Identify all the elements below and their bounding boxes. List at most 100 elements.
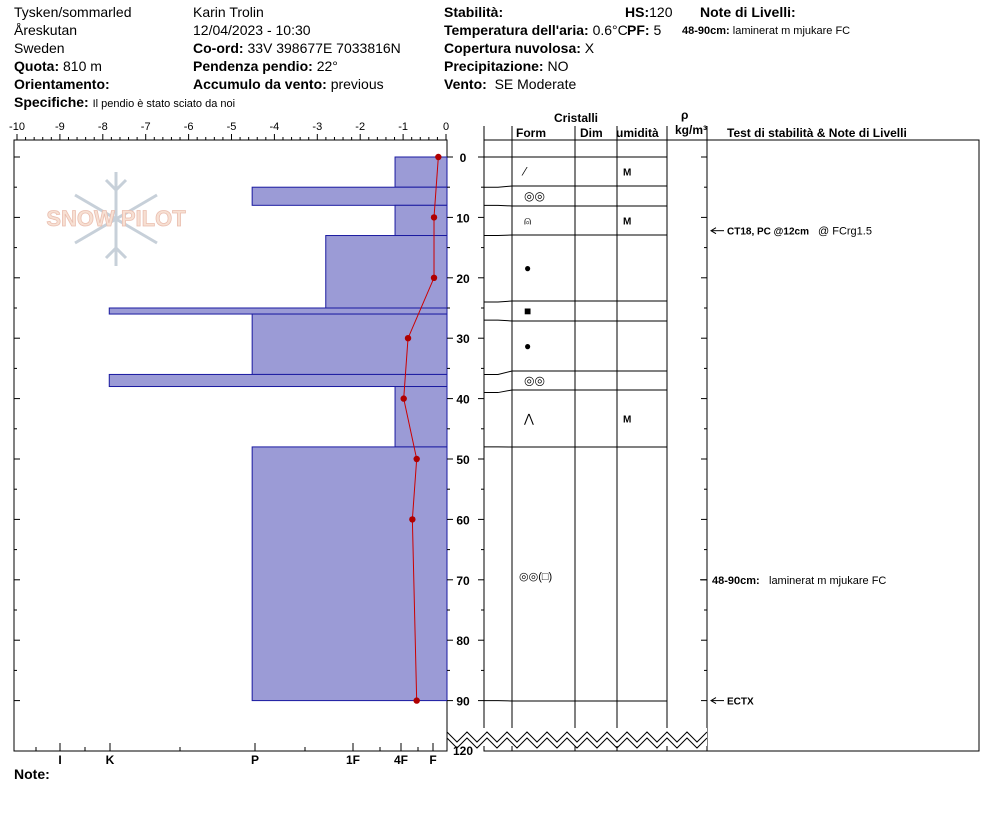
tests-header: Test di stabilità & Note di Livelli [727,126,907,140]
sky-label: Copertura nuvolosa: [444,40,581,56]
hardness-bar [108,307,448,315]
axis-break-mask [448,728,707,746]
sky-cover: Copertura nuvolosa: X [444,40,594,56]
grain-form-symbol: ⋀ [523,412,534,426]
wind: Vento: SE Moderate [444,76,576,92]
coord-label: Co-ord: [193,40,244,56]
grain-form-symbol: ■ [524,304,531,318]
pf-value: 5 [653,22,662,38]
aspect-label: Orientamento: [14,76,110,92]
wind-value: SE Moderate [494,76,577,92]
hardness-tick-label: K [106,753,115,767]
wind-loading: Accumulo da vento: previous [193,76,384,92]
test-arrow-head [710,697,717,705]
grain-form-symbol: ◎◎ [524,189,545,203]
test-arrow-head [710,227,717,235]
depth-tick-label: 40 [456,393,470,407]
layer-connector [484,389,513,394]
axis-break-zigzag [446,731,708,743]
hs: HS:120 [625,4,672,20]
wind-loading-label: Accumulo da vento: [193,76,327,92]
temp-tick-label: -4 [270,121,280,133]
size-header: Dim [580,126,603,140]
location-name: Tysken/sommarled [14,4,132,20]
temp-tick-label: 0 [443,121,449,133]
coord-value: 33V 398677E 7033816N [247,40,401,56]
layer-connector [484,319,513,322]
layer-notes-label: Note di Livelli: [700,4,796,20]
grain-form-symbol: ● [524,261,531,275]
specifics-value: Il pendio è stato sciato da noi [92,98,236,110]
observer: Karin Trolin [193,4,264,20]
depth-tick-label: 90 [456,695,470,709]
hardness-bar [251,313,448,375]
precip-value: NO [547,58,569,74]
hardness-bar [108,373,448,388]
layer-connector [484,204,513,207]
layer-note-range: 48-90cm: [712,575,760,587]
notes-label: Note: [14,766,50,782]
temperature-point [413,697,420,704]
wind-label: Vento: [444,76,487,92]
hardness-bar [394,204,448,237]
country: Sweden [14,40,65,56]
hardness-tick-label: 1F [346,753,360,767]
hs-label: HS: [625,4,650,20]
hardness-tick-label: 4F [394,753,408,767]
layer-connector [484,185,513,188]
temperature-point [404,335,412,342]
specifics: Specifiche: Il pendio è stato sciato da … [14,94,235,112]
grain-form-symbol: ● [524,339,531,353]
air-temp: Temperatura dell'aria: 0.6°C [444,22,628,38]
moisture-value: M [623,217,631,228]
layer-notes-range: 48-90cm: [682,25,730,37]
air-temp-label: Temperatura dell'aria: [444,22,589,38]
air-temp-value: 0.6°C [592,22,628,38]
depth-tick-label: 0 [460,151,467,165]
region: Åreskutan [14,22,78,38]
depth-tick-label: 10 [456,211,470,225]
slope-label: Pendenza pendio: [193,58,313,74]
depth-tick-label: 30 [456,332,470,346]
temp-tick-label: -3 [312,121,322,133]
temp-tick-label: -7 [141,121,151,133]
depth-tick-label: 60 [456,513,470,527]
layer-notes-text: laminerat m mjukare FC [732,25,851,37]
grain-form-symbol: ⁄ [521,165,528,179]
density-unit-header: kg/m³ [675,123,708,137]
temperature-point [435,153,442,161]
stability-test-label: ECTX [727,697,754,708]
hardness-bar [325,235,448,309]
precipitation: Precipitazione: NO [444,58,568,74]
layer-connector [484,370,513,375]
slope: Pendenza pendio: 22° [193,58,338,74]
temp-tick-label: -1 [398,121,408,133]
pf: PF: 5 [627,22,661,38]
hardness-tick-label: F [429,753,436,767]
temp-tick-label: -10 [9,121,25,133]
watermark-text: SNOW PILOT [46,206,186,231]
slope-value: 22° [316,58,338,74]
moisture-header: umidità [616,126,659,140]
crystals-header: Cristalli [554,111,599,125]
specifics-label: Specifiche: [14,94,89,110]
hardness-bar [394,156,448,188]
pf-label: PF: [627,22,650,38]
hardness-tick-label: P [251,753,259,767]
temperature-point [413,455,420,463]
datetime: 12/04/2023 - 10:30 [193,22,311,38]
depth-tick-label: 70 [456,574,470,588]
depth-tick-label: 50 [456,453,470,467]
grain-form-symbol: ◎◎ [524,374,545,388]
wind-loading-value: previous [330,76,384,92]
snowpilot-watermark: SNOW PILOT [46,172,187,266]
temp-tick-label: -5 [227,121,237,133]
moisture-value: M [623,168,631,179]
depth-tick-label: 120 [453,744,473,758]
hardness-bar [251,186,448,206]
temperature-point [430,274,438,281]
moisture-value: M [623,415,631,426]
precip-label: Precipitazione: [444,58,544,74]
temperature-point [409,516,416,523]
